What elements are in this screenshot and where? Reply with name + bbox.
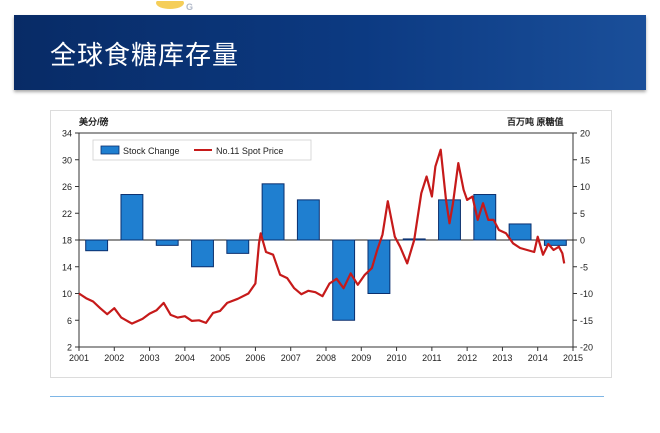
chart-legend: Stock Change No.11 Spot Price [92, 139, 312, 161]
right-tick-label: 5 [580, 209, 585, 219]
bar [155, 239, 179, 246]
right-tick-label: -5 [580, 262, 588, 272]
x-tick-label: 2006 [245, 353, 265, 363]
legend-label-spot-price: No.11 Spot Price [216, 146, 283, 156]
legend-label-stock-change: Stock Change [123, 146, 180, 156]
x-tick-label: 2003 [140, 353, 160, 363]
page-title: 全球食糖库存量 [50, 41, 240, 71]
svg-text:G: G [186, 2, 193, 12]
x-tick-label: 2004 [175, 353, 195, 363]
x-tick-label: 2002 [104, 353, 124, 363]
bar [120, 194, 144, 241]
chart-container: 2 6 10 14 18 22 26 30 34 -20 -15 -10 -5 0 5 10 15 20 2001 2… [50, 110, 612, 378]
footer-divider [50, 396, 604, 397]
left-tick-label: 26 [62, 182, 72, 192]
company-logo: G [130, 0, 250, 14]
spot-price-line [78, 148, 566, 325]
x-tick-label: 2001 [69, 353, 89, 363]
left-tick-label: 30 [62, 155, 72, 165]
left-tick-label: 6 [67, 316, 72, 326]
bar [226, 239, 250, 254]
bar [367, 239, 391, 294]
bar-series [85, 183, 567, 321]
right-tick-label: -20 [580, 343, 593, 353]
right-tick-label: 20 [580, 129, 590, 139]
left-tick-label: 14 [62, 262, 72, 272]
bar [85, 239, 109, 252]
x-tick-label: 2008 [316, 353, 336, 363]
chart-grid [78, 132, 574, 348]
left-tick-label: 10 [62, 289, 72, 299]
line-series [78, 148, 566, 325]
x-tick-label: 2010 [387, 353, 407, 363]
left-axis-label: 美分/磅 [79, 116, 109, 127]
left-tick-label: 22 [62, 209, 72, 219]
bar [473, 194, 497, 241]
right-tick-label: -15 [580, 316, 593, 326]
x-tick-label: 2009 [351, 353, 371, 363]
bar [543, 239, 567, 246]
x-tick-label: 2005 [210, 353, 230, 363]
title-banner: 全球食糖库存量 [14, 15, 646, 90]
legend-bar-swatch [100, 145, 120, 155]
bar [191, 239, 214, 268]
right-tick-label: 10 [580, 182, 590, 192]
x-tick-label: 2013 [492, 353, 512, 363]
right-axis-label: 百万吨 原糖值 [507, 116, 564, 127]
x-tick-label: 2014 [528, 353, 548, 363]
x-tick-label: 2007 [281, 353, 301, 363]
left-tick-label: 18 [62, 236, 72, 246]
right-tick-label: 15 [580, 155, 590, 165]
bar [296, 199, 320, 241]
x-tick-label: 2012 [457, 353, 477, 363]
left-tick-label: 2 [67, 343, 72, 353]
bar [508, 223, 532, 241]
right-tick-label: 0 [580, 236, 585, 246]
left-tick-label: 34 [62, 129, 72, 139]
x-tick-label: 2015 [563, 353, 583, 363]
right-tick-label: -10 [580, 289, 593, 299]
x-tick-label: 2011 [422, 353, 441, 363]
bar [261, 183, 285, 241]
